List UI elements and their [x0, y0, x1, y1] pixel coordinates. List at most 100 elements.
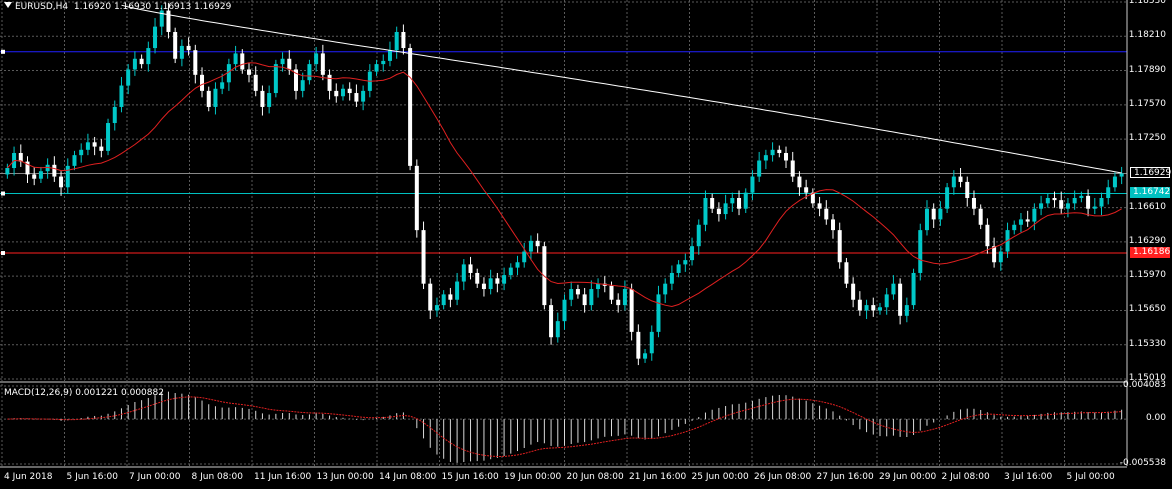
candle-body: [683, 260, 688, 265]
candle-body: [535, 240, 540, 247]
macd-tick-label: -0.005538: [1119, 458, 1166, 468]
candle-body: [374, 64, 379, 72]
price-tick-label: 1.16610: [1128, 201, 1166, 212]
candle-body: [777, 149, 782, 154]
candle-body: [247, 69, 252, 75]
candle-body: [139, 58, 144, 65]
dropdown-triangle-icon[interactable]: [4, 2, 12, 8]
x-tick-label: 5 Jul 00:00: [1066, 472, 1115, 482]
candle-body: [334, 90, 339, 97]
candle-body: [562, 299, 567, 322]
candle-body: [260, 90, 265, 107]
candle-body: [804, 187, 809, 193]
macd-signal-line: [7, 396, 1122, 458]
candle-body: [971, 197, 976, 209]
candle-body: [307, 64, 312, 81]
chart-frame: [0, 0, 1128, 468]
candle-body: [737, 197, 742, 209]
candle-body: [448, 294, 453, 300]
candle-body: [495, 278, 500, 284]
candle-body: [106, 123, 111, 151]
candle-body: [153, 26, 158, 49]
candle-body: [528, 240, 533, 252]
candle-body: [52, 164, 57, 177]
candle-body: [831, 219, 836, 231]
candle-body: [730, 197, 735, 204]
candle-body: [790, 160, 795, 177]
sma-short-line: [7, 62, 1122, 308]
candle-body: [361, 90, 366, 102]
candle-body: [676, 264, 681, 273]
x-tick-label: 19 Jun 00:00: [504, 472, 562, 482]
candle-body: [636, 331, 641, 359]
candle-body: [931, 208, 936, 220]
price-tick-label: 1.15650: [1128, 304, 1166, 315]
candle-body: [898, 283, 903, 316]
candle-body: [643, 353, 648, 359]
candle-body: [877, 307, 882, 311]
price-tick-label: 1.15970: [1128, 270, 1166, 281]
x-tick-label: 21 Jun 16:00: [629, 472, 687, 482]
x-tick-label: 5 Jun 16:00: [66, 472, 118, 482]
candle-body: [132, 58, 137, 70]
price-tick-label: 1.17890: [1128, 64, 1166, 75]
candle-body: [951, 176, 956, 188]
price-tick-label: 1.18530: [1128, 0, 1166, 6]
candle-body: [240, 53, 245, 70]
candle-body: [575, 289, 580, 295]
x-tick-label: 4 Jun 2018: [4, 472, 53, 482]
candle-body: [206, 90, 211, 107]
candle-body: [669, 272, 674, 284]
candle-body: [25, 161, 30, 175]
candle-body: [92, 142, 97, 147]
candle-body: [824, 208, 829, 220]
candle-body: [938, 208, 943, 220]
x-tick-label: 14 Jun 08:00: [379, 472, 437, 482]
price-tick-label: 1.16186: [1130, 247, 1170, 259]
candle-body: [347, 88, 352, 94]
hline-handle-red: [1, 251, 5, 256]
candle-body: [549, 305, 554, 338]
candle-body: [179, 45, 184, 59]
candle-body: [146, 48, 151, 65]
x-tick-label: 25 Jun 00:00: [691, 472, 749, 482]
candle-body: [85, 142, 90, 150]
candle-body: [112, 106, 117, 124]
symbol-timeframe: EURUSD,H4: [15, 2, 69, 12]
moving-averages: [7, 4, 1122, 308]
price-tick-label: 1.16742: [1130, 187, 1170, 199]
x-tick-label: 15 Jun 16:00: [441, 472, 499, 482]
candle-body: [1119, 173, 1124, 177]
candle-body: [387, 50, 392, 61]
candle-body: [871, 305, 876, 311]
candle-body: [904, 305, 909, 316]
candle-body: [1032, 208, 1037, 222]
macd-tick-label: 0.004083: [1123, 380, 1166, 390]
candle-body: [864, 305, 869, 311]
candle-body: [851, 283, 856, 300]
hline-handle-cyan: [1, 191, 5, 196]
candle-body: [5, 168, 10, 175]
price-tick-label: 1.16929: [1130, 167, 1171, 179]
candle-body: [1099, 197, 1104, 207]
candle-body: [998, 251, 1003, 263]
candle-body: [763, 155, 768, 161]
sma-long-line: [121, 4, 1122, 174]
candle-body: [1065, 203, 1070, 209]
candle-body: [79, 149, 84, 156]
candle-body: [45, 164, 50, 172]
price-tick-label: 1.17250: [1128, 133, 1166, 144]
x-tick-label: 11 Jun 16:00: [254, 472, 312, 482]
candle-body: [300, 80, 305, 91]
candle-body: [18, 153, 23, 162]
candle-body: [743, 192, 748, 209]
candle-body: [166, 10, 171, 32]
grid: [0, 0, 1127, 466]
x-tick-label: 7 Jun 00:00: [129, 472, 181, 482]
candle-body: [710, 197, 715, 209]
candle-body: [1025, 219, 1030, 222]
candle-body: [884, 294, 889, 308]
candle-body: [226, 64, 231, 83]
